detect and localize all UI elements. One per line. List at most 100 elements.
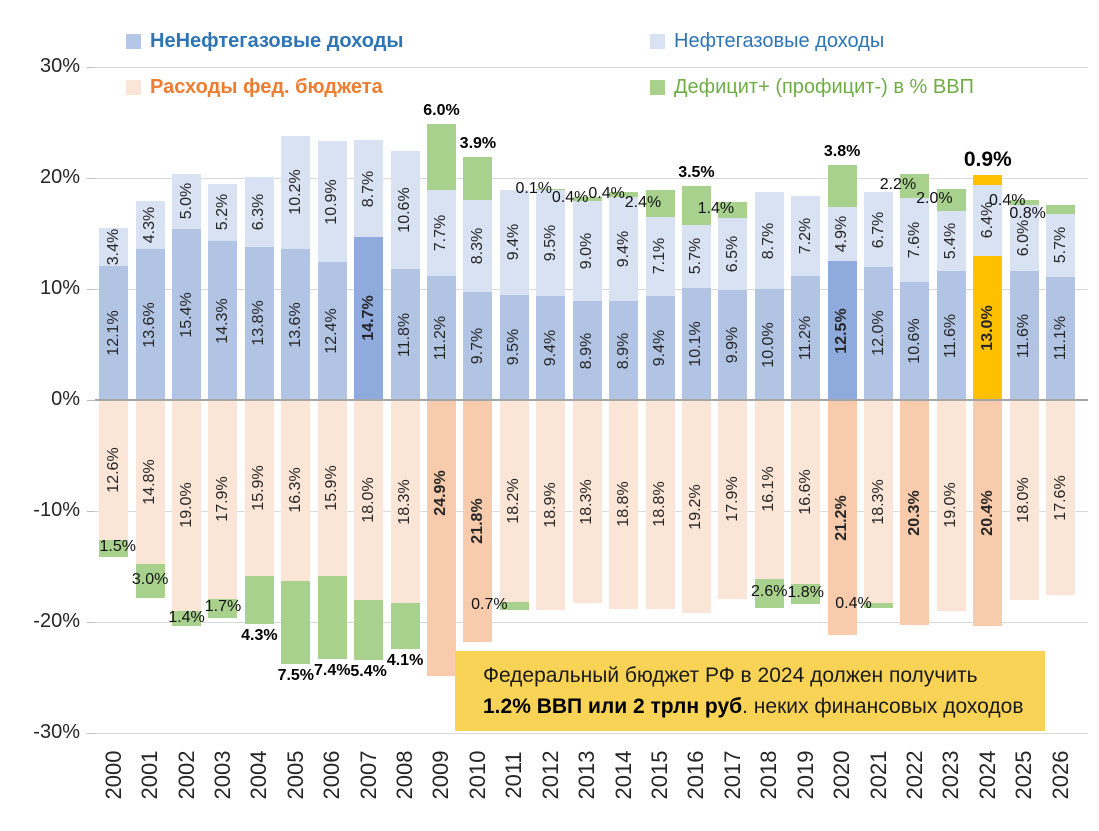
bar-label-nonoil-2006: 12.4% <box>323 308 341 354</box>
surplus-label-2003: 1.7% <box>204 598 242 616</box>
deficit-label-2026: 0.8% <box>1009 205 1046 223</box>
bar-segment-surplus-2006 <box>317 576 347 659</box>
bar-segment-deficit-2024 <box>973 174 1003 185</box>
bar-segment-surplus-2019 <box>791 584 821 605</box>
bar-segment-expenditure-2011 <box>499 400 529 603</box>
year-label-2026: 2026 <box>1047 750 1073 800</box>
bar-label-nonoil-2023: 11.6% <box>942 313 960 358</box>
year-label-2010: 2010 <box>464 750 490 800</box>
bar-label-oil-2012: 9.5% <box>541 224 559 262</box>
bar-segment-oil-2019 <box>791 195 821 276</box>
legend-label: Дефицит+ (профицит-) в % ВВП <box>674 76 974 98</box>
bar-label-oil-2002: 5.0% <box>177 183 195 220</box>
bar-segment-nonoil-2025 <box>1009 271 1039 400</box>
bar-segment-deficit-2010 <box>463 156 493 201</box>
bar-segment-oil-2004 <box>244 176 274 247</box>
bar-label-expenditure-2008: 18.3% <box>396 478 414 525</box>
bar-segment-oil-2021 <box>864 192 894 267</box>
surplus-label-2011: 0.7% <box>471 595 508 613</box>
y-tick-mark <box>87 622 95 623</box>
bar-segment-nonoil-2018 <box>754 289 784 400</box>
bar-segment-expenditure-2025 <box>1009 400 1039 600</box>
bar-segment-expenditure-2026 <box>1046 400 1076 596</box>
bar-segment-oil-2023 <box>936 211 966 272</box>
gridline--30% <box>95 733 1088 734</box>
bar-segment-nonoil-2000 <box>99 265 129 400</box>
y-axis-label: -30% <box>33 721 80 743</box>
bar-label-expenditure-2006: 15.9% <box>323 465 341 511</box>
y-axis-label: 20% <box>39 166 80 188</box>
bar-label-nonoil-2021: 12.0% <box>869 310 887 357</box>
bar-segment-oil-2017 <box>718 217 748 291</box>
bar-label-nonoil-2004: 13.8% <box>250 300 268 347</box>
bar-segment-expenditure-2021 <box>864 400 894 604</box>
bar-segment-expenditure-2001 <box>135 400 165 565</box>
bar-segment-nonoil-2013 <box>572 301 602 400</box>
bar-segment-oil-2005 <box>281 135 311 250</box>
bar-label-expenditure-2019: 16.6% <box>796 469 814 515</box>
bar-segment-nonoil-2005 <box>281 249 311 400</box>
y-axis-label: 10% <box>39 277 80 299</box>
year-label-2016: 2016 <box>683 750 709 800</box>
oil-revenue-swatch-icon <box>650 33 665 49</box>
bar-segment-nonoil-2016 <box>681 287 711 400</box>
bar-segment-oil-2020 <box>827 206 857 262</box>
bar-label-nonoil-2020: 12.5% <box>833 307 851 354</box>
bar-segment-nonoil-2026 <box>1046 276 1076 400</box>
bar-segment-surplus-2008 <box>390 603 420 649</box>
bar-segment-oil-2003 <box>208 183 238 242</box>
bar-segment-nonoil-2023 <box>936 271 966 400</box>
bar-label-nonoil-2018: 10.0% <box>760 321 778 368</box>
deficit-label-2016: 3.5% <box>678 163 715 181</box>
bar-label-expenditure-2007: 18.0% <box>359 477 377 523</box>
deficit-label-2022: 2.2% <box>879 175 917 193</box>
year-label-2018: 2018 <box>756 750 782 800</box>
surplus-label-2004: 4.3% <box>241 627 278 645</box>
year-label-2021: 2021 <box>865 750 891 800</box>
bar-label-expenditure-2018: 16.1% <box>760 466 778 513</box>
bar-label-nonoil-2014: 8.9% <box>614 332 632 369</box>
bar-label-expenditure-2016: 19.2% <box>687 483 705 530</box>
bar-segment-oil-2001 <box>135 201 165 250</box>
bar-label-expenditure-2002: 19.0% <box>177 482 195 529</box>
bar-segment-expenditure-2022 <box>900 400 930 626</box>
bar-label-expenditure-2026: 17.6% <box>1051 474 1069 521</box>
year-label-2014: 2014 <box>610 750 636 800</box>
y-axis-label: 30% <box>39 55 80 77</box>
bar-segment-oil-2002 <box>172 173 202 230</box>
bar-segment-oil-2009 <box>426 190 456 276</box>
year-label-2005: 2005 <box>282 750 308 800</box>
bar-segment-oil-2014 <box>609 196 639 302</box>
bar-segment-expenditure-2007 <box>354 400 384 600</box>
surplus-label-2007: 5.4% <box>350 662 387 680</box>
deficit-label-2013: 0.4% <box>551 189 589 207</box>
bar-segment-expenditure-2002 <box>172 400 202 611</box>
bar-label-expenditure-2010: 21.8% <box>468 498 486 544</box>
surplus-label-2002: 1.4% <box>168 608 205 626</box>
bar-segment-expenditure-2005 <box>281 400 311 581</box>
bar-label-oil-2014: 9.4% <box>614 230 632 268</box>
bar-segment-nonoil-2024 <box>973 255 1003 400</box>
bar-label-oil-2004: 6.3% <box>250 193 268 231</box>
bar-label-oil-2011: 9.4% <box>505 224 523 261</box>
bar-segment-nonoil-2002 <box>172 229 202 400</box>
year-label-2024: 2024 <box>974 750 1000 800</box>
surplus-label-2018: 2.6% <box>751 583 788 601</box>
bar-label-oil-2013: 9.0% <box>578 233 596 270</box>
surplus-label-2001: 3.0% <box>131 570 169 588</box>
bar-label-nonoil-2024: 13.0% <box>978 305 996 351</box>
deficit-label-2014: 0.4% <box>588 184 625 202</box>
bar-segment-nonoil-2019 <box>791 275 821 400</box>
bar-segment-deficit-2025 <box>1009 200 1039 205</box>
y-tick-mark <box>87 733 95 734</box>
bar-label-nonoil-2001: 13.6% <box>141 301 159 348</box>
bar-segment-surplus-2001 <box>135 564 165 598</box>
bar-label-expenditure-2001: 14.8% <box>141 459 159 505</box>
bar-segment-oil-2026 <box>1046 213 1076 277</box>
year-label-2003: 2003 <box>209 750 235 800</box>
bar-label-nonoil-2011: 9.5% <box>505 329 523 366</box>
bar-segment-deficit-2014 <box>609 192 639 197</box>
bar-label-oil-2009: 7.7% <box>432 214 450 252</box>
